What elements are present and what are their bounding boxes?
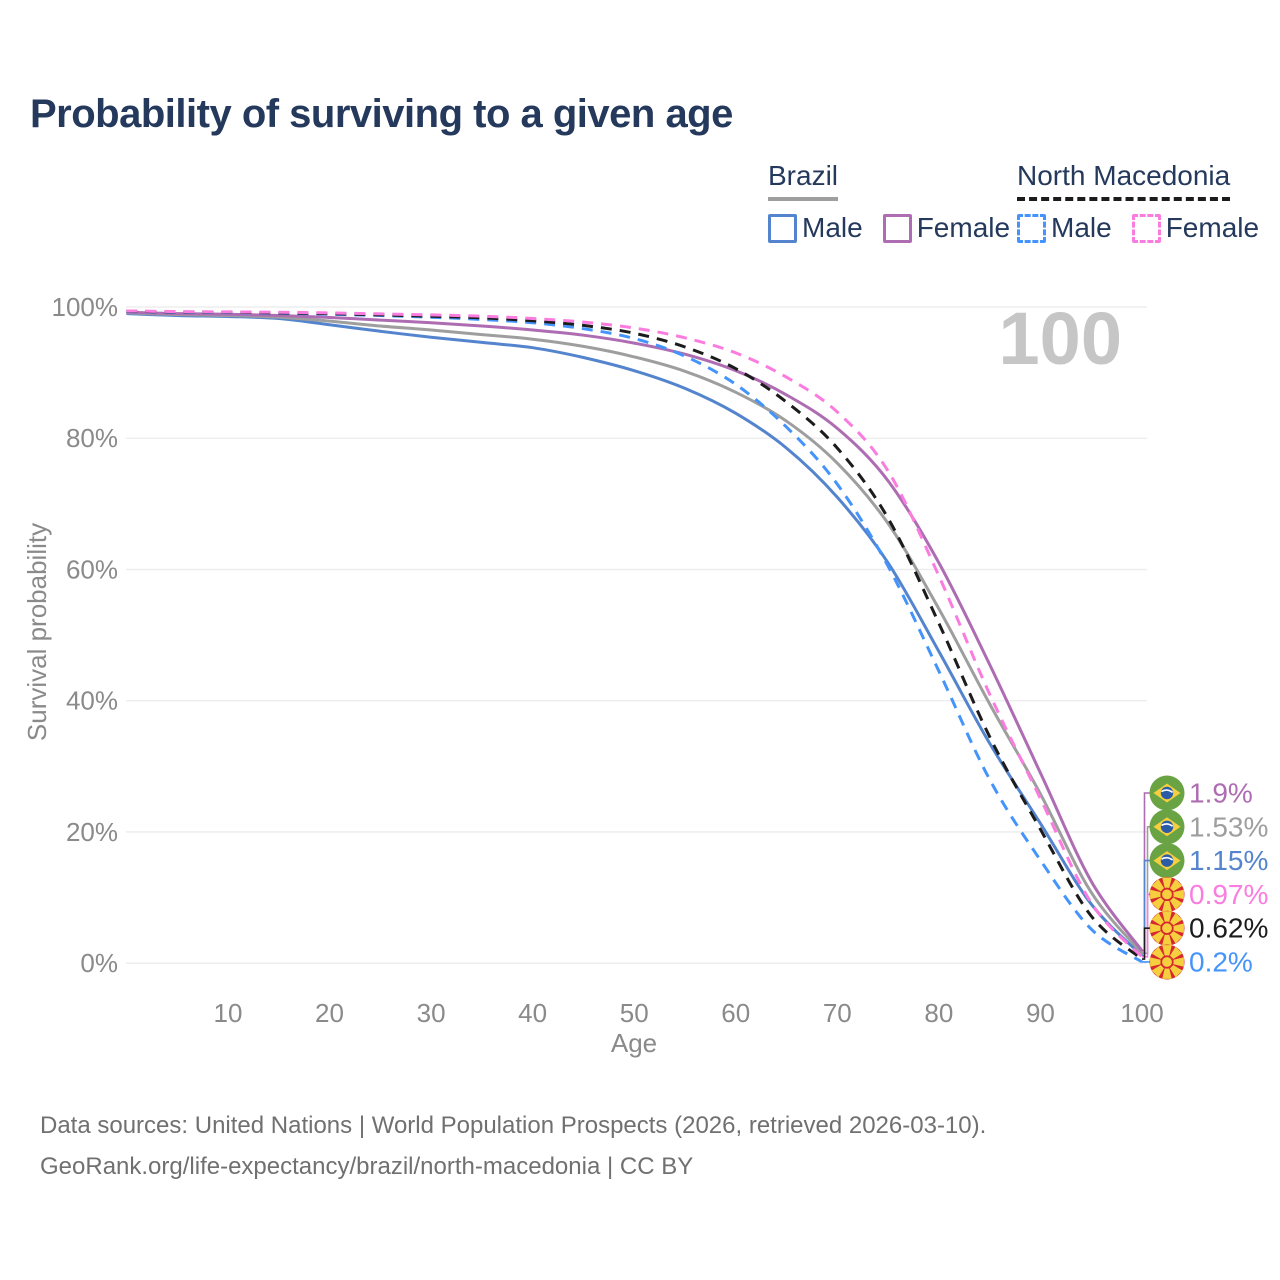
end-connector-north-macedonia-female	[1142, 893, 1151, 958]
legend-group-brazil: Brazil Male Female	[768, 160, 1010, 244]
end-connector-brazil-male	[1142, 859, 1151, 957]
legend-label-brazil-male[interactable]: Male	[802, 212, 863, 243]
x-tick-100: 100	[1120, 998, 1163, 1028]
legend-header-brazil[interactable]: Brazil	[768, 160, 839, 201]
footer-attribution: GeoRank.org/life-expectancy/brazil/north…	[40, 1153, 694, 1180]
end-label-brazil-both-sexes: 1.53%	[1189, 811, 1268, 842]
legend-header-north-macedonia[interactable]: North Macedonia	[1017, 160, 1231, 201]
legend-label-nm-male[interactable]: Male	[1051, 212, 1112, 243]
page-title: Probability of surviving to a given age	[30, 92, 733, 136]
end-label-brazil-male: 1.15%	[1189, 845, 1268, 876]
legend-label-brazil-female[interactable]: Female	[916, 212, 1011, 243]
x-tick-40: 40	[518, 998, 547, 1028]
survival-curves	[126, 309, 1144, 964]
legend-row-brazil: Male Female	[768, 212, 1010, 244]
x-tick-90: 90	[1026, 998, 1055, 1028]
y-axis-title: Survival probability	[22, 523, 52, 741]
brazil-flag-icon	[1149, 843, 1185, 879]
end-label-brazil-female: 1.9%	[1189, 778, 1253, 809]
end-label-north-macedonia-both-sexes: 0.62%	[1189, 913, 1268, 944]
curve-brazil-male[interactable]	[126, 312, 1144, 957]
curve-north-macedonia-both-sexes[interactable]	[126, 309, 1143, 961]
x-tick-10: 10	[213, 998, 242, 1028]
footer-data-sources: Data sources: United Nations | World Pop…	[40, 1112, 987, 1139]
north-macedonia-flag-icon	[1149, 944, 1185, 980]
x-tick-70: 70	[823, 998, 852, 1028]
north-macedonia-flag-icon	[1149, 910, 1185, 946]
x-tick-30: 30	[417, 998, 446, 1028]
legend-checkbox-brazil-female[interactable]	[882, 213, 912, 243]
x-tick-60: 60	[721, 998, 750, 1028]
y-tick-100: 100%	[52, 292, 119, 322]
hover-age-watermark: 100	[999, 297, 1122, 380]
curve-brazil-both-sexes[interactable]	[126, 311, 1144, 955]
end-label-north-macedonia-female: 0.97%	[1189, 879, 1268, 910]
y-tick-80: 80%	[66, 423, 118, 453]
end-value-annotations: 1.9%1.53%1.15%0.97%0.62%0.2%	[1142, 775, 1268, 980]
legend-row-north-macedonia: Male Female	[1017, 212, 1259, 244]
brazil-flag-icon	[1149, 809, 1185, 845]
y-tick-0: 0%	[80, 948, 118, 978]
x-tick-80: 80	[924, 998, 953, 1028]
end-label-north-macedonia-male: 0.2%	[1189, 947, 1253, 978]
curve-north-macedonia-male[interactable]	[126, 310, 1143, 964]
legend-checkbox-brazil-male[interactable]	[768, 213, 797, 243]
curve-north-macedonia-female[interactable]	[126, 309, 1144, 958]
footer: Data sources: United Nations | World Pop…	[40, 1105, 986, 1187]
x-tick-50: 50	[620, 998, 649, 1028]
y-tick-40: 40%	[66, 686, 118, 716]
curve-brazil-female[interactable]	[126, 310, 1144, 952]
gridlines-and-ticks: 0% 20% 40% 60% 80% 100% 10 20 30 40 50 60 70 80 90 100	[52, 292, 1164, 1028]
legend-group-north-macedonia: North Macedonia Male Female	[1017, 160, 1259, 244]
x-axis-title: Age	[611, 1028, 657, 1058]
x-tick-20: 20	[315, 998, 344, 1028]
legend-checkbox-nm-male[interactable]	[1017, 213, 1046, 243]
end-connector-north-macedonia-both-sexes	[1142, 927, 1151, 960]
y-tick-20: 20%	[66, 817, 118, 847]
brazil-flag-icon	[1149, 775, 1185, 811]
y-tick-60: 60%	[66, 554, 118, 584]
legend-label-nm-female[interactable]: Female	[1165, 212, 1260, 243]
north-macedonia-flag-icon	[1149, 876, 1185, 912]
end-connector-brazil-both-sexes	[1142, 826, 1151, 954]
legend-checkbox-nm-female[interactable]	[1131, 213, 1161, 243]
